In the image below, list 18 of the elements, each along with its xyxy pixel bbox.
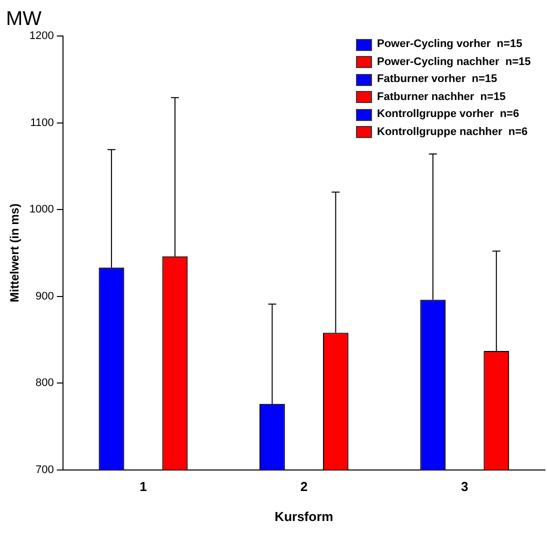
y-tick-label: 1200 <box>29 30 54 42</box>
legend-label: Power-Cycling vorher n=15 <box>377 37 522 52</box>
legend-label: Power-Cycling nachher n=15 <box>377 54 531 70</box>
y-axis-title: Mittelwert (in ms) <box>8 204 22 302</box>
x-tick-label: 2 <box>300 479 308 494</box>
legend-label: Kontrollgruppe nachher n=6 <box>377 124 528 140</box>
x-tick-label: 1 <box>140 479 147 494</box>
legend-label: Fatburner nachher n=15 <box>377 90 506 104</box>
x-tick-label: 3 <box>461 479 468 494</box>
y-tick-label: 800 <box>36 377 54 390</box>
y-tick-label: 1100 <box>30 116 54 129</box>
legend-label: Fatburner vorher n=15 <box>377 72 498 87</box>
y-tick-label: 700 <box>36 464 54 476</box>
chart-title: MW <box>6 8 42 31</box>
y-tick-label: 1000 <box>29 204 54 216</box>
y-tick-label: 900 <box>36 290 54 302</box>
legend-label: Kontrollgruppe vorher n=6 <box>377 107 520 122</box>
x-axis-title: Kursform <box>274 508 334 524</box>
